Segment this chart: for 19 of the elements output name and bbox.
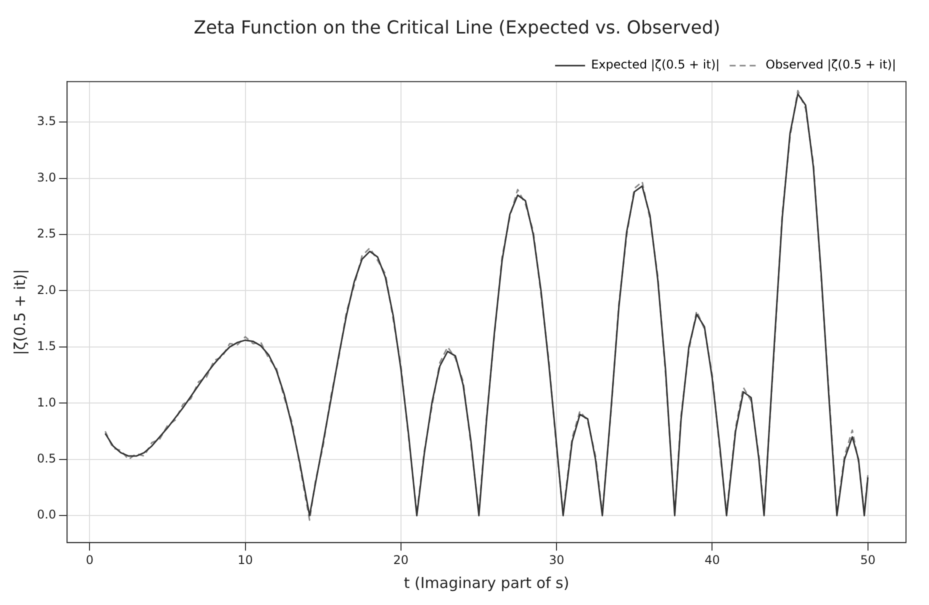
x-tick-label: 0	[86, 552, 94, 567]
legend-label: Expected |ζ(0.5 + it)|	[591, 58, 720, 72]
x-tick-label: 30	[548, 552, 564, 567]
x-tick-label: 50	[860, 552, 876, 567]
x-tick-label: 20	[393, 552, 409, 567]
y-tick-label: 0.0	[36, 508, 56, 522]
y-tick-label: 1.0	[36, 395, 56, 410]
y-tick-label: 2.0	[36, 282, 56, 297]
y-tick-label: 1.5	[36, 339, 56, 354]
x-tick-label: 40	[704, 552, 720, 567]
x-tick-label: 10	[238, 552, 253, 567]
legend-label: Observed |ζ(0.5 + it)|	[766, 58, 896, 72]
y-tick-label: 2.5	[36, 226, 56, 241]
x-axis-title: t (Imaginary part of s)	[404, 574, 570, 592]
chart-title: Zeta Function on the Critical Line (Expected vs. Observed)	[194, 17, 720, 38]
y-tick-label: 3.5	[36, 114, 56, 128]
y-axis-title: |ζ(0.5 + it)|	[10, 269, 29, 356]
y-tick-label: 0.5	[36, 452, 56, 466]
y-tick-label: 3.0	[36, 170, 56, 184]
